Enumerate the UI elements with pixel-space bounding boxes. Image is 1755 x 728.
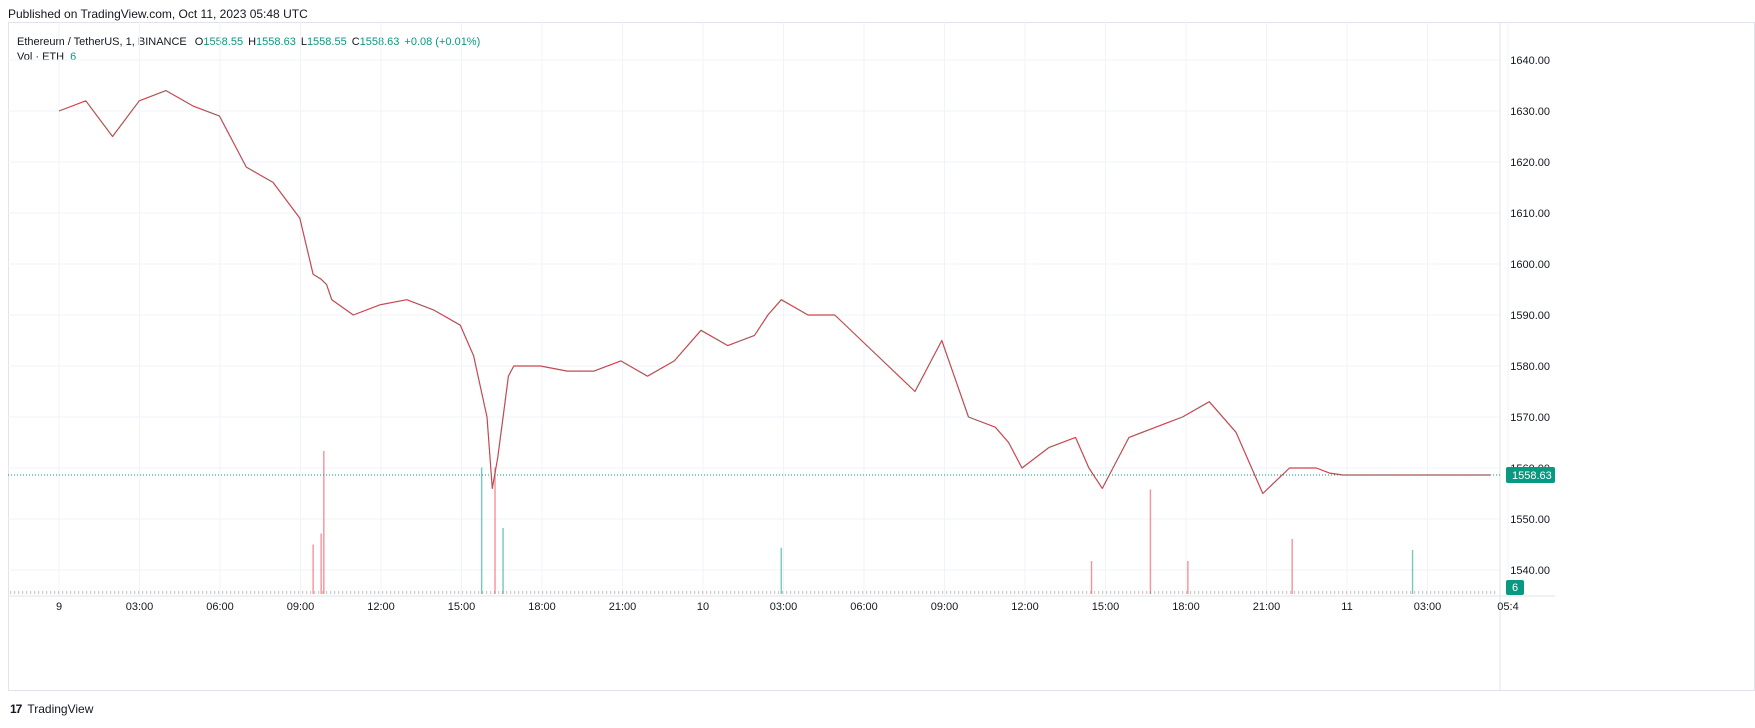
chart-frame[interactable]: [8, 22, 1755, 691]
footer-brand[interactable]: 17 TradingView: [10, 702, 93, 716]
change-value: +0.08 (+0.01%): [404, 36, 481, 48]
ohlc-legend: Ethereum / TetherUS, 1, BINANCE O1558.55 H…: [17, 35, 485, 50]
symbol-label[interactable]: Ethereum / TetherUS, 1, BINANCE: [17, 36, 187, 48]
low-value: 1558.55: [306, 36, 347, 48]
volume-legend: Vol · ETH 6: [17, 51, 76, 63]
tradingview-logo-icon: 17: [10, 702, 22, 716]
high-label: H: [248, 36, 257, 48]
volume-value: 6: [70, 51, 77, 63]
close-label: C: [351, 36, 360, 48]
volume-label[interactable]: Vol · ETH: [17, 51, 65, 63]
high-value: 1558.63: [256, 36, 296, 48]
close-value: 1558.63: [359, 36, 400, 48]
low-label: L: [300, 36, 307, 48]
brand-label: TradingView: [27, 702, 94, 716]
open-label: O: [194, 36, 204, 48]
open-value: 1558.55: [203, 36, 244, 48]
published-caption: Published on TradingView.com, Oct 11, 20…: [8, 7, 308, 21]
